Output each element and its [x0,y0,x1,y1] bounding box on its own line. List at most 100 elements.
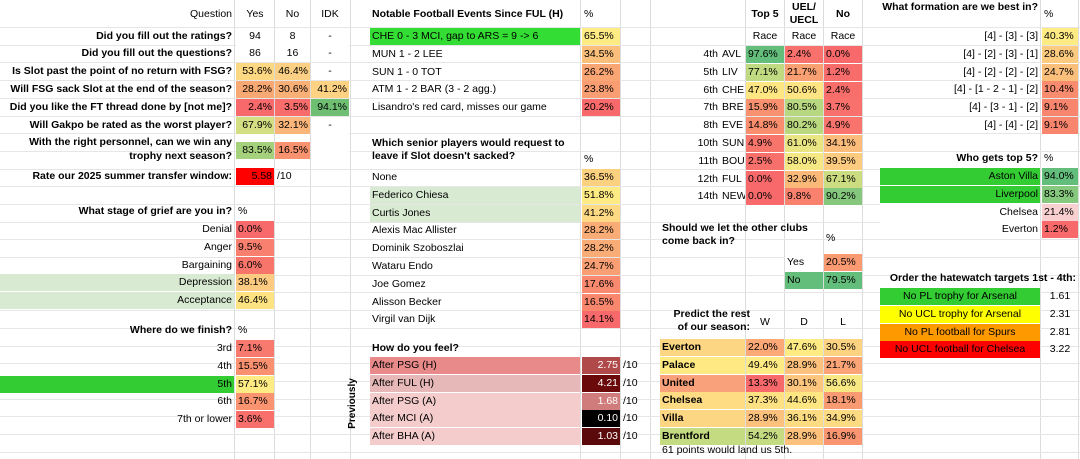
feel-rating: 1.68 [582,392,620,410]
race-uel: 80.5% [785,99,823,117]
hatewatch-avg: 1.61 [1049,290,1071,302]
predict-win: 13.3% [746,374,784,392]
survey-idk: - [311,63,349,80]
no-race-header: No [836,8,850,20]
predict-team: United [660,374,745,392]
predict-win: 49.4% [746,356,784,374]
event-label: Lisandro's red card, misses our game [372,101,547,114]
race-no: 67.1% [824,170,862,188]
senior-player: Curtis Jones [370,204,580,222]
predict-win: 28.9% [746,410,784,428]
race-team: BOU [722,154,745,167]
comeback-option: Yes [785,254,823,271]
predict-w: W [760,316,770,328]
transfer-rating: 5.58 [236,168,274,185]
predict-d: D [800,316,808,328]
race-position: 8th [703,119,718,132]
race-top5: 2.5% [746,152,784,170]
event-label: CHE 0 - 3 MCI, gap to ARS = 9 -> 6 [370,28,580,45]
survey-idk: - [311,28,349,45]
top5-team: Chelsea [880,203,1040,221]
survey-yes: 67.9% [236,117,274,134]
predict-draw: 44.6% [785,392,823,410]
survey-question: Did you fill out the ratings? [96,30,232,42]
race-no: 4.9% [824,117,862,135]
survey-question: Will FSG sack Slot at the end of the sea… [10,83,232,95]
survey-idk: - [311,45,349,62]
survey-yes: 83.5% [236,142,274,159]
grief-stage: Anger [203,240,232,253]
senior-player: Joe Gomez [372,277,426,290]
hatewatch-target: No PL trophy for Arsenal [880,288,1040,305]
formation-value: 10.4% [1042,81,1078,99]
survey-yes: 53.6% [236,63,274,80]
formation-value: 9.1% [1042,99,1078,117]
comeback-value: 20.5% [824,254,862,271]
race-position: 4th [703,48,718,60]
finish-value: 57.1% [236,375,274,393]
previously-label: Previously [346,378,358,429]
senior-value: 24.7% [582,258,620,275]
predict-draw: 30.1% [785,374,823,392]
event-value: 20.2% [582,99,620,117]
race-no: 3.7% [824,99,862,117]
feel-unit: /10 [623,376,638,389]
formation-value: 28.6% [1042,45,1078,63]
race-top5: 4.9% [746,135,784,152]
formation-option: [4] - [3 - 1] - [2] [969,101,1038,114]
race-top5: 77.1% [746,63,784,81]
top5-title: Who gets top 5? [956,152,1038,164]
race-top5: 47.0% [746,81,784,99]
finish-value: 15.5% [236,357,274,375]
feel-title: How do you feel? [372,342,459,354]
formation-value: 9.1% [1042,117,1078,134]
senior-value: 51.8% [582,186,620,204]
yes-header: Yes [246,8,264,20]
race-no: 90.2% [824,188,862,206]
feel-unit: /10 [623,430,638,443]
survey-idk [311,142,349,159]
finish-position: 3rd [216,342,232,354]
predict-win: 22.0% [746,339,784,356]
hatewatch-avg: 3.22 [1049,343,1071,356]
finish-value: 16.7% [236,393,274,411]
senior-title: Which senior players would request to le… [372,137,565,162]
finish-position: 4th [217,359,232,372]
senior-player: Alisson Becker [372,295,442,308]
top5-team: Aston Villa [880,168,1040,185]
comeback-value: 79.5% [824,271,862,289]
no-header: No [285,8,300,20]
top5-value: 21.4% [1042,203,1078,221]
race-top5: 97.6% [746,46,784,63]
comeback-option: No [785,271,823,289]
predict-team: Palace [660,356,745,374]
race-top5: 0.0% [746,170,784,188]
finish-position: 7th or lower [177,413,232,426]
finish-value: 3.6% [236,411,274,429]
top5-value: 83.3% [1042,185,1078,203]
predict-win: 54.2% [746,428,784,445]
uel-header: UEL/ UECL [789,1,819,26]
race-team: SUN [722,137,745,149]
feel-unit: /10 [623,394,638,407]
race-no: 39.5% [824,152,862,170]
hatewatch-avg: 2.81 [1049,325,1071,338]
survey-no: 3.5% [275,99,310,116]
survey-idk: 41.2% [311,81,349,98]
grief-value: 38.1% [236,274,274,292]
race-uel: 50.6% [785,81,823,99]
race-uel: 61.0% [785,135,823,152]
predict-win: 37.3% [746,392,784,410]
predict-team: Brentford [660,428,745,445]
race-team: FUL [722,172,742,185]
predict-loss: 16.9% [824,428,862,445]
predict-team: Chelsea [660,392,745,410]
race-position: 14th [697,190,718,203]
survey-no: 8 [275,28,310,45]
top5-value: 1.2% [1042,221,1078,239]
survey-yes: 2.4% [236,99,274,116]
race-uel: 32.9% [785,170,823,188]
senior-value: 17.6% [582,275,620,293]
event-value: 34.5% [582,45,620,63]
race-no: 1.2% [824,63,862,81]
